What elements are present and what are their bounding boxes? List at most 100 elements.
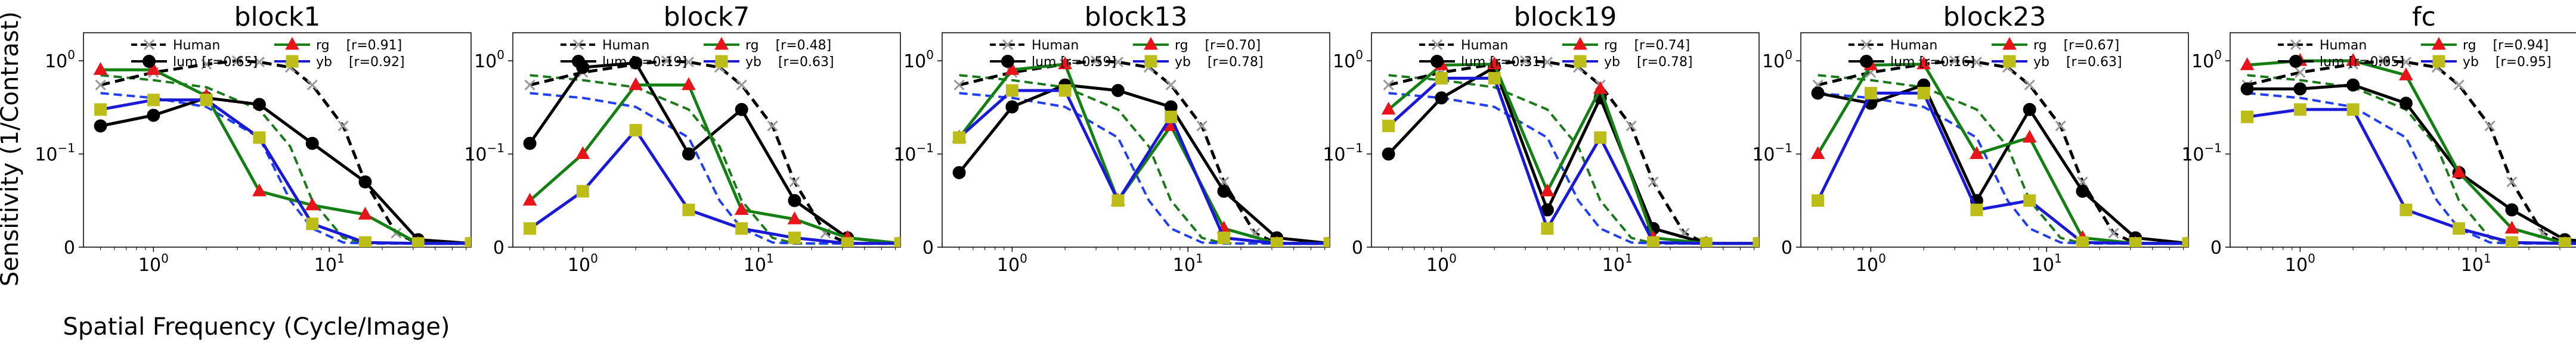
lum-point bbox=[1217, 185, 1231, 198]
legend-marker-human bbox=[1002, 39, 1014, 51]
y-tick-label: 0 bbox=[64, 238, 75, 258]
legend-label-lum: lum [r=0.16] bbox=[1890, 55, 1975, 70]
chart-title: block23 bbox=[1943, 2, 2046, 32]
lum-line bbox=[528, 61, 900, 245]
rg-point bbox=[252, 183, 267, 197]
rg-point bbox=[734, 202, 749, 215]
legend-label-lum: lum [r=0.65] bbox=[173, 55, 258, 70]
lum-point bbox=[252, 98, 266, 111]
legend-marker-yb bbox=[715, 55, 728, 68]
legend-marker-rg bbox=[1144, 36, 1158, 50]
yb-point bbox=[2399, 203, 2413, 216]
lum-point bbox=[2293, 82, 2307, 96]
y-tick-label: 10−1 bbox=[464, 141, 504, 166]
yb-point bbox=[788, 231, 801, 244]
yb-point bbox=[2076, 236, 2089, 247]
human-point bbox=[338, 120, 349, 132]
human-point bbox=[1971, 57, 1982, 68]
rg-point bbox=[1058, 56, 1072, 70]
human-point bbox=[2108, 227, 2119, 239]
y-tick-label: 0 bbox=[922, 238, 934, 258]
x-tick-exponent: 0 bbox=[1449, 251, 1457, 266]
human-point bbox=[789, 176, 800, 188]
yb-human-line bbox=[530, 92, 900, 245]
yb-point bbox=[1435, 71, 1448, 85]
yb-point bbox=[94, 103, 107, 116]
rg-point bbox=[1593, 81, 1608, 94]
rg-point bbox=[305, 197, 320, 211]
y-tick-exponent: 0 bbox=[926, 48, 934, 62]
human-point bbox=[1626, 120, 1637, 132]
y-tick-label: 100 bbox=[2191, 48, 2222, 72]
x-tick-label: 101 bbox=[1173, 251, 1203, 276]
x-tick-label: 100 bbox=[138, 251, 169, 276]
yb-point bbox=[1970, 203, 1983, 216]
human-point bbox=[661, 55, 673, 67]
human-point bbox=[1112, 57, 1123, 68]
legend-marker-lum bbox=[2289, 55, 2302, 68]
y-axis-label: Sensitivity (1/Contrast) bbox=[0, 11, 24, 286]
x-tick-exponent: 1 bbox=[2054, 251, 2062, 266]
legend-label-human: Human bbox=[2320, 38, 2367, 53]
yb-point bbox=[358, 236, 371, 247]
y-tick-exponent: 0 bbox=[1355, 48, 1363, 62]
rg-human-line bbox=[100, 74, 471, 245]
lum-line bbox=[1387, 65, 1759, 245]
y-tick-label: 10−1 bbox=[35, 141, 75, 166]
legend-marker-human bbox=[2290, 39, 2302, 51]
lum-point bbox=[2240, 82, 2254, 96]
y-tick-exponent: −1 bbox=[58, 141, 75, 155]
legend-label-human: Human bbox=[1032, 38, 1079, 53]
rg-point bbox=[787, 211, 802, 225]
lum-point bbox=[2023, 102, 2036, 116]
legend-label-rg: rg [r=0.48] bbox=[745, 38, 831, 53]
y-tick-exponent: 0 bbox=[2214, 48, 2222, 62]
yb-point bbox=[2023, 194, 2036, 207]
human-point bbox=[231, 55, 243, 67]
rg-human-line bbox=[959, 74, 1330, 245]
legend: Human rg [r=0.74] lum [r=0.31] yb [r=0.78] bbox=[1419, 36, 1693, 70]
y-tick-label: 0 bbox=[1781, 238, 1792, 258]
yb-point bbox=[735, 222, 748, 235]
x-tick-label: 101 bbox=[2032, 251, 2062, 276]
human-point bbox=[2506, 176, 2518, 188]
rg-line bbox=[958, 63, 1330, 245]
human-point bbox=[306, 79, 318, 91]
y-tick-label: 100 bbox=[1333, 48, 1363, 72]
yb-point bbox=[1111, 194, 1125, 207]
legend-marker-rg bbox=[2002, 36, 2017, 50]
lum-point bbox=[1382, 147, 1395, 161]
yb-point bbox=[576, 185, 589, 198]
y-tick-label: 10−1 bbox=[1752, 141, 1792, 166]
rg-point bbox=[146, 62, 161, 75]
legend-marker-rg bbox=[714, 36, 729, 50]
yb-point bbox=[1699, 237, 1713, 247]
legend-label-lum: lum [r=0.05] bbox=[2320, 55, 2404, 70]
yb-point bbox=[2505, 236, 2518, 247]
human-point bbox=[2453, 79, 2464, 91]
yb-line bbox=[958, 89, 1330, 245]
yb-point bbox=[306, 217, 319, 230]
legend-marker-yb bbox=[2432, 55, 2445, 68]
lum-point bbox=[788, 194, 801, 207]
legend-marker-lum bbox=[143, 55, 156, 68]
lum-point bbox=[682, 147, 695, 161]
y-tick-label: 0 bbox=[1352, 238, 1363, 258]
human-point bbox=[253, 57, 265, 68]
human-point bbox=[201, 58, 212, 70]
yb-point bbox=[1753, 237, 1759, 247]
x-tick-label: 100 bbox=[1856, 251, 1886, 276]
x-tick-exponent: 1 bbox=[1625, 251, 1633, 266]
yb-point bbox=[200, 93, 213, 107]
yb-line bbox=[2247, 108, 2576, 245]
rg-point bbox=[682, 77, 696, 91]
legend: Human rg [r=0.70] lum [r=0.59] yb [r=0.78] bbox=[990, 36, 1264, 70]
plot-area bbox=[1810, 55, 2188, 247]
rg-point bbox=[1005, 62, 1020, 75]
rg-point bbox=[2240, 57, 2255, 70]
human-point bbox=[2295, 67, 2306, 78]
human-point bbox=[1541, 57, 1553, 68]
yb-point bbox=[1864, 86, 1877, 99]
